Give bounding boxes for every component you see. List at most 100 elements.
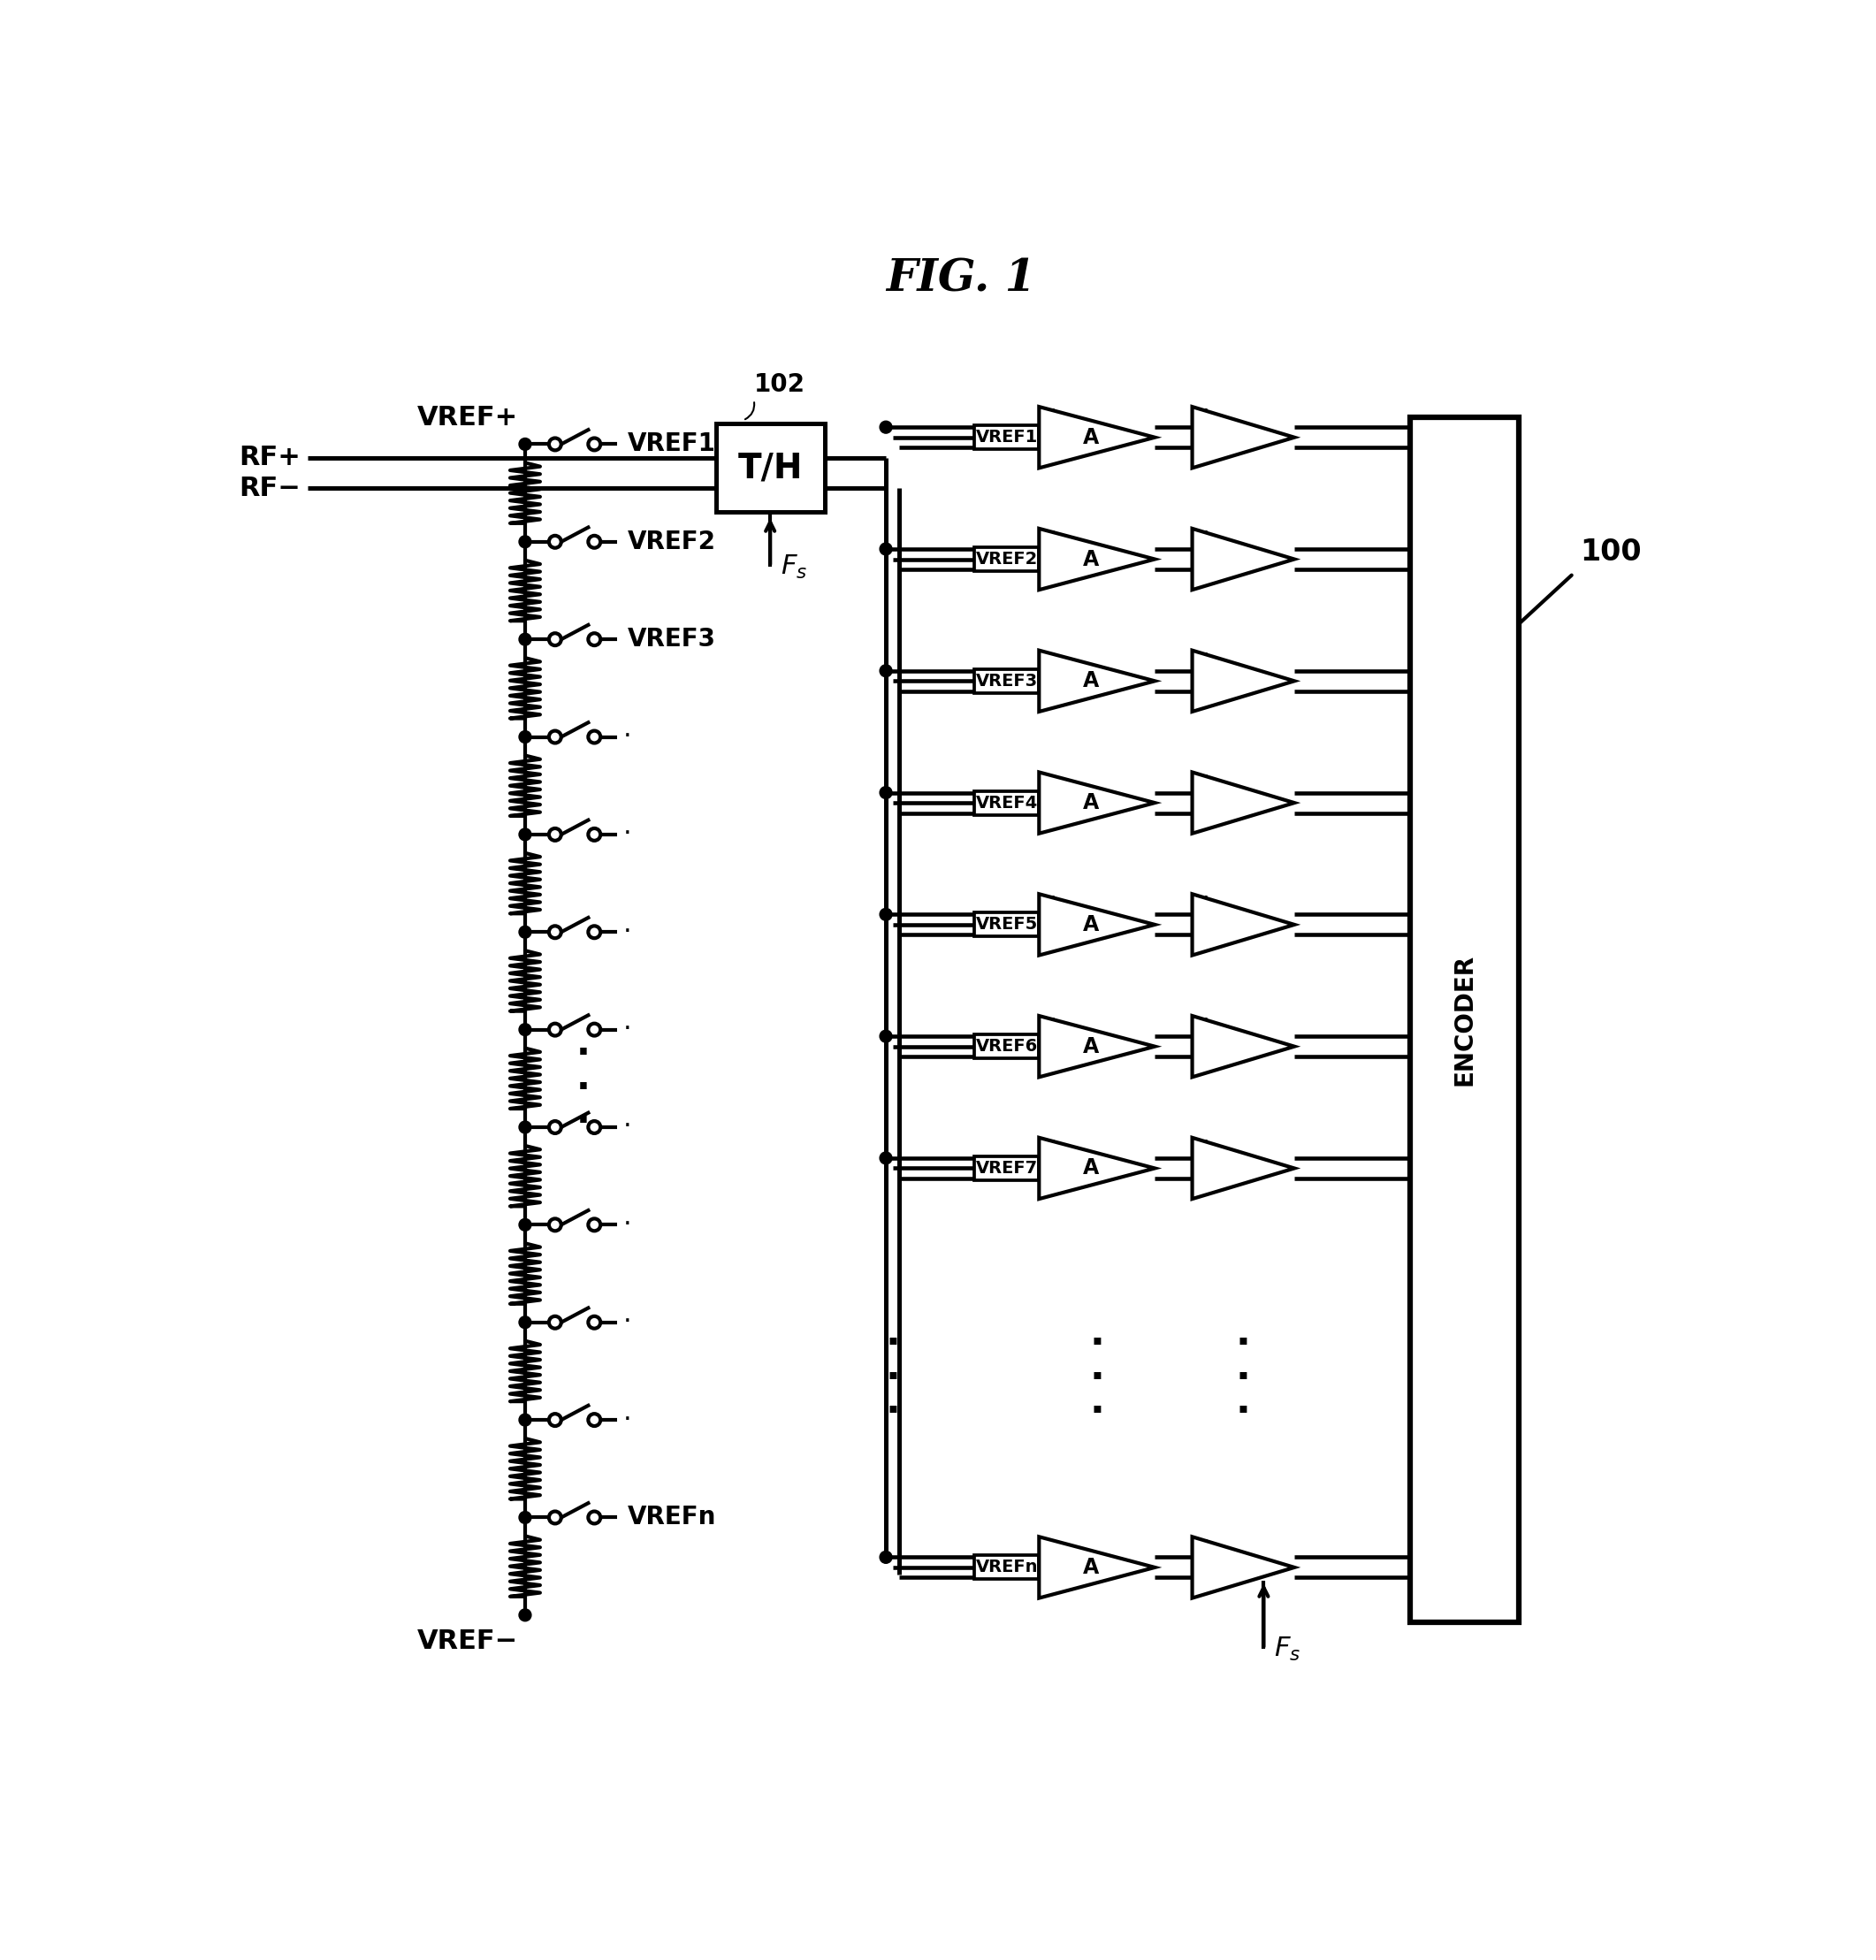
Bar [974,913,1039,937]
Circle shape [550,1219,561,1231]
Polygon shape [1193,1015,1294,1078]
Polygon shape [1193,1137,1294,1200]
Circle shape [550,1511,561,1523]
Text: .: . [1236,1348,1251,1388]
Text: VREF2: VREF2 [628,529,717,555]
Circle shape [520,1023,531,1035]
Text: +: + [1197,772,1214,790]
Circle shape [520,439,531,451]
Circle shape [550,731,561,743]
Text: RF−: RF− [238,476,300,502]
Text: +: + [1045,772,1062,790]
Text: .: . [1090,1315,1105,1352]
Text: −: − [1045,1180,1064,1201]
Text: −: − [1197,1580,1216,1601]
Text: +: + [1197,894,1214,911]
Circle shape [520,1609,531,1621]
Circle shape [589,1511,600,1523]
Text: VREF3: VREF3 [628,627,717,653]
Text: ⋅: ⋅ [623,821,632,847]
Text: 102: 102 [754,372,805,396]
Circle shape [589,439,600,451]
Text: ⋅: ⋅ [623,919,632,945]
Text: VREF6: VREF6 [976,1039,1037,1054]
Circle shape [589,925,600,939]
Text: +: + [1045,1137,1062,1154]
Text: VREFn: VREFn [628,1505,717,1531]
Polygon shape [1193,1537,1294,1597]
Text: A: A [1082,549,1099,570]
Text: −: − [1045,1580,1064,1601]
Circle shape [880,421,891,433]
Text: A: A [1082,913,1099,935]
Text: .: . [1090,1348,1105,1388]
Circle shape [589,1219,600,1231]
Circle shape [589,535,600,549]
Circle shape [880,1550,891,1564]
Text: −: − [1197,1180,1216,1201]
Text: ⋅: ⋅ [623,1407,632,1433]
Text: .: . [576,1060,589,1098]
Text: +: + [1045,894,1062,911]
Circle shape [880,543,891,555]
Bar [974,1035,1039,1058]
Circle shape [589,731,600,743]
Text: +: + [1197,1015,1214,1033]
Text: VREF1: VREF1 [628,431,717,457]
Text: −: − [1197,570,1216,592]
Text: +: + [1045,649,1062,668]
Circle shape [589,1121,600,1133]
Text: .: . [576,1025,589,1062]
Circle shape [589,633,600,645]
Circle shape [880,786,891,800]
Polygon shape [1193,651,1294,711]
Circle shape [589,1317,600,1329]
Text: A: A [1082,1556,1099,1578]
Circle shape [550,1121,561,1133]
Circle shape [520,535,531,549]
Circle shape [550,1023,561,1035]
Bar [974,425,1039,449]
Text: −: − [1045,937,1064,958]
Text: +: + [1197,1537,1214,1554]
Text: −: − [1197,449,1216,470]
Text: ⋅: ⋅ [623,1211,632,1237]
Text: ENCODER: ENCODER [1452,953,1476,1086]
Text: −: − [1045,570,1064,592]
Polygon shape [1193,408,1294,468]
Text: −: − [1197,937,1216,958]
Text: VREF3: VREF3 [976,672,1037,690]
Circle shape [520,633,531,645]
Text: A: A [1082,792,1099,813]
Text: FIG. 1: FIG. 1 [885,259,1036,302]
Text: ⋅: ⋅ [623,1309,632,1335]
Text: +: + [1197,527,1214,545]
Circle shape [589,1413,600,1427]
Text: .: . [1090,1384,1105,1421]
Text: +: + [1045,1537,1062,1554]
Text: T/H: T/H [737,451,803,484]
Bar [974,1556,1039,1580]
Circle shape [520,1317,531,1329]
Bar [974,1156,1039,1180]
Text: VREFn: VREFn [976,1558,1037,1576]
Polygon shape [1193,894,1294,955]
Text: ⋅: ⋅ [623,1017,632,1043]
Circle shape [520,1511,531,1523]
Circle shape [520,731,531,743]
Circle shape [550,1413,561,1427]
Bar [1411,417,1520,1621]
Bar [974,547,1039,570]
Polygon shape [1039,651,1156,711]
Circle shape [589,1023,600,1035]
Text: VREF+: VREF+ [416,406,518,431]
Text: +: + [1045,527,1062,545]
Circle shape [550,439,561,451]
Circle shape [880,907,891,921]
Text: VREF1: VREF1 [976,429,1037,445]
Bar [974,668,1039,694]
Text: +: + [1197,406,1214,423]
Polygon shape [1039,772,1156,833]
Text: VREF4: VREF4 [976,794,1037,811]
Text: +: + [1197,649,1214,668]
